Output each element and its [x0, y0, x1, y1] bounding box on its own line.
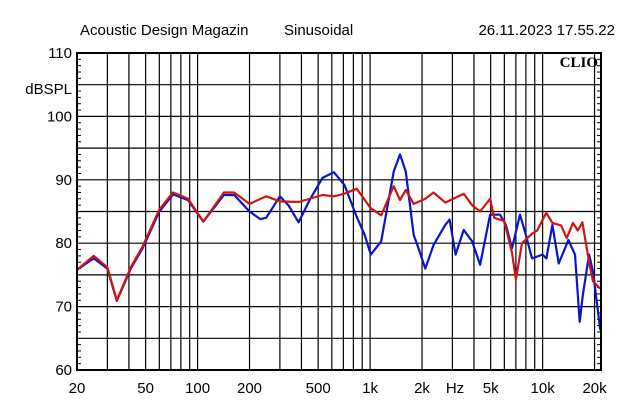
- x-axis-label: Hz: [446, 380, 464, 397]
- y-axis-label: dBSPL: [25, 81, 72, 98]
- header-timestamp: 26.11.2023 17.55.22: [478, 22, 615, 39]
- x-tick-label: 5k: [483, 380, 499, 397]
- tick-labels: 20 50 100 200 500 1k 2k 5k 10k 20k 110 100 90 80 70 60: [47, 45, 607, 397]
- y-tick-label: 80: [55, 235, 72, 252]
- y-tick-label: 100: [47, 108, 72, 125]
- header-company: Acoustic Design Magazin: [80, 22, 248, 39]
- x-tick-label: 2k: [414, 380, 430, 397]
- x-tick-label: 20: [69, 380, 86, 397]
- header-measurement-type: Sinusoidal: [284, 22, 353, 39]
- x-tick-label: 50: [137, 380, 154, 397]
- x-tick-label: 100: [185, 380, 210, 397]
- curves: [76, 153, 602, 331]
- grid: [76, 52, 601, 371]
- x-tick-label: 20k: [582, 380, 607, 397]
- series-line-red: [76, 185, 602, 302]
- x-tick-label: 1k: [362, 380, 378, 397]
- x-tick-label: 200: [237, 380, 262, 397]
- y-tick-label: 70: [55, 299, 72, 316]
- y-tick-label: 60: [55, 362, 72, 379]
- clio-logo: CLIO: [560, 55, 598, 71]
- y-tick-label: 90: [55, 172, 72, 189]
- plot-frame: [76, 52, 602, 371]
- x-tick-label: 500: [306, 380, 331, 397]
- x-tick-label: 10k: [531, 380, 556, 397]
- y-tick-label: 110: [48, 45, 72, 62]
